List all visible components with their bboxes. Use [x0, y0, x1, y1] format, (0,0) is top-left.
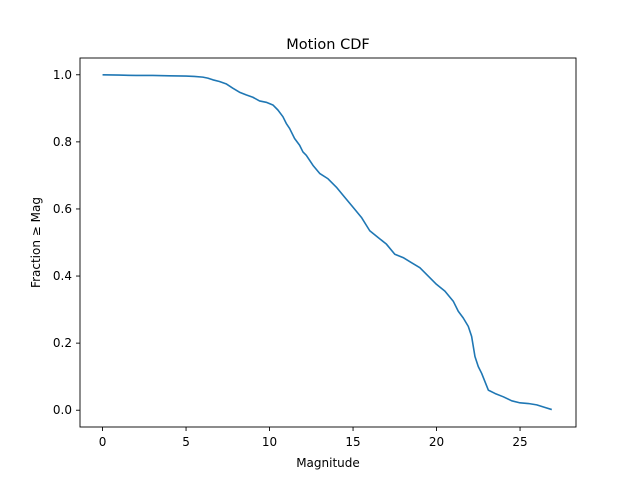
x-tick-label: 15 — [345, 435, 360, 449]
y-tick-label: 0.4 — [53, 269, 72, 283]
y-tick-label: 0.8 — [53, 135, 72, 149]
y-tick-label: 0.2 — [53, 336, 72, 350]
x-tick-label: 5 — [182, 435, 190, 449]
x-tick-label: 20 — [429, 435, 444, 449]
y-axis: 0.0 0.2 0.4 0.6 0.8 1.0 — [53, 68, 80, 417]
x-tick-label: 25 — [512, 435, 527, 449]
y-tick-label: 0.0 — [53, 403, 72, 417]
y-tick-label: 0.6 — [53, 202, 72, 216]
y-axis-label: Fraction ≥ Mag — [29, 197, 43, 288]
x-tick-label: 10 — [262, 435, 277, 449]
plot-frame — [79, 57, 577, 428]
plot-area — [80, 58, 576, 427]
x-tick-label: 0 — [99, 435, 107, 449]
chart-title: Motion CDF — [286, 37, 369, 53]
x-axis-label: Magnitude — [296, 456, 360, 470]
x-axis: 0 5 10 15 20 25 — [99, 427, 528, 449]
y-tick-label: 1.0 — [53, 68, 72, 82]
series-line — [102, 73, 553, 411]
